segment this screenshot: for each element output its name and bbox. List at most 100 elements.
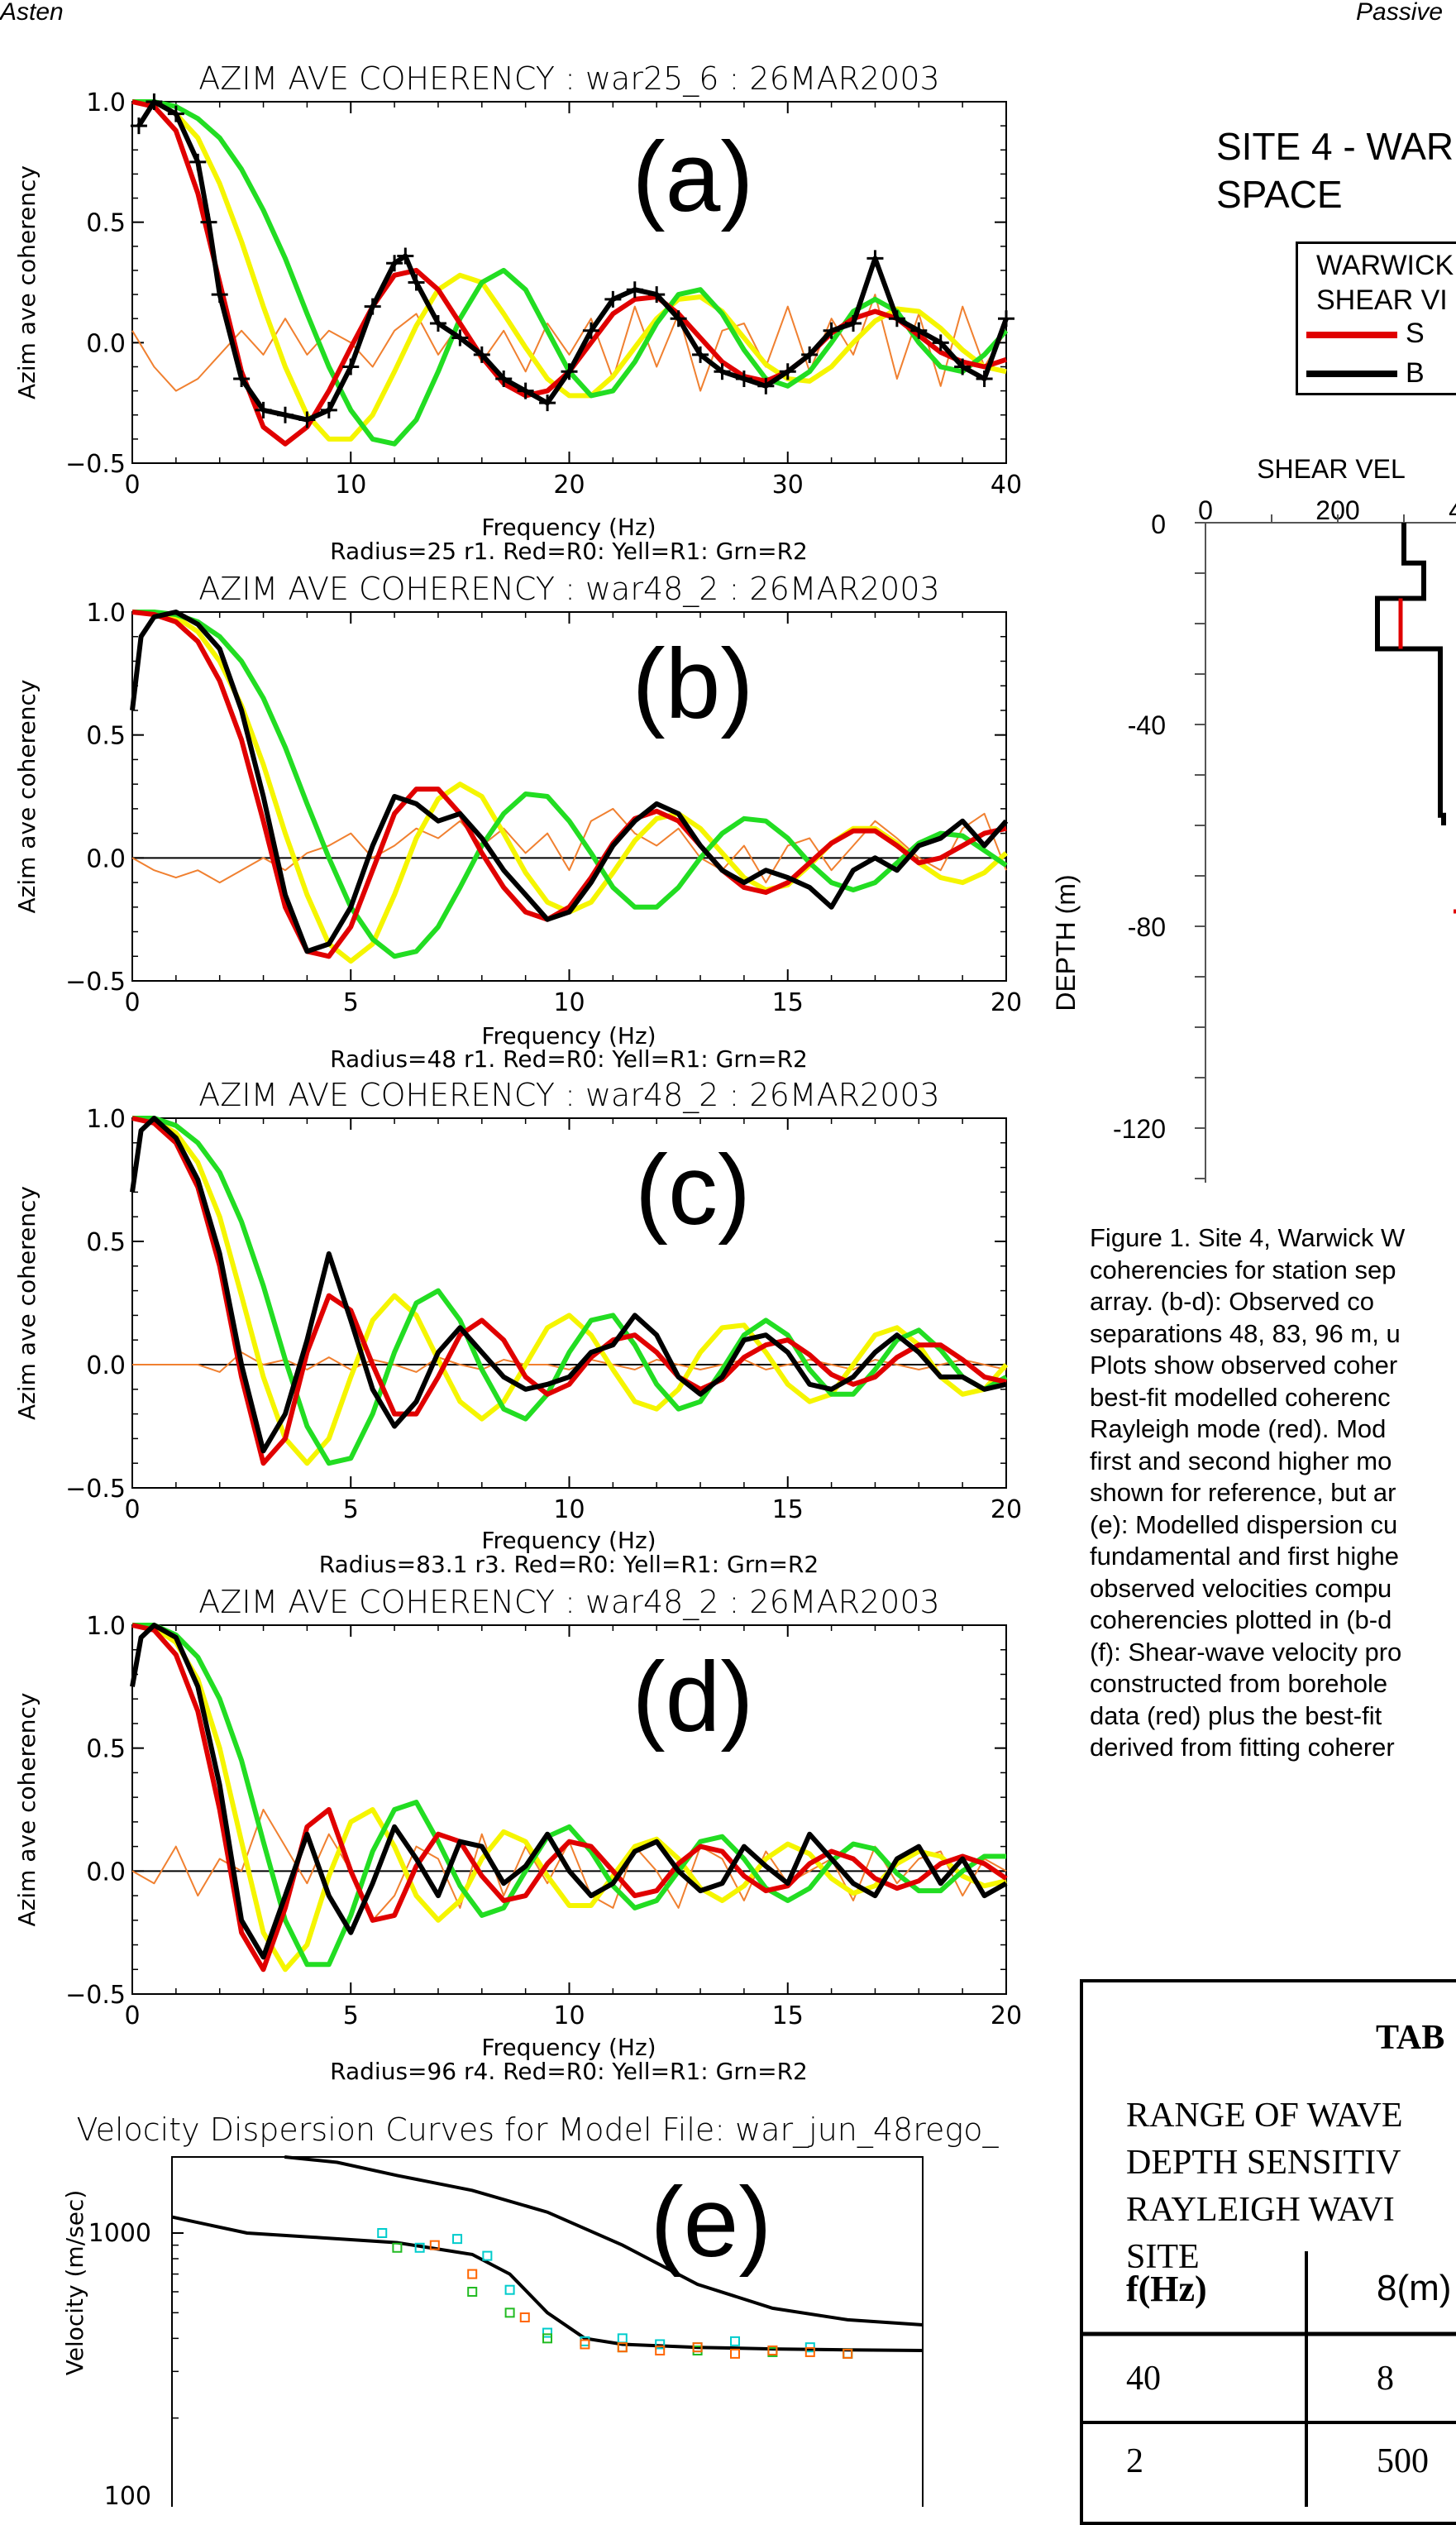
data-point-marker — [233, 371, 251, 388]
observed-velocity-point — [617, 2333, 628, 2344]
caption-line: shown for reference, but ar — [1090, 1478, 1396, 1507]
x-tick-label: 5 — [343, 2001, 359, 2030]
header-right: Passive — [1356, 0, 1444, 26]
panel-b-subtitle: Radius=48 r1. Red=R0: Yell=R1: Grn=R2 — [330, 1045, 808, 1073]
data-point-marker — [561, 363, 578, 380]
x-tick-label: 20 — [991, 2001, 1022, 2030]
data-point-marker — [364, 298, 381, 315]
panel-c-frame — [131, 1117, 1007, 1489]
panel-a-xlabel: Frequency (Hz) — [481, 514, 656, 541]
observed-velocity-point — [414, 2242, 425, 2253]
panel-b: AZIM AVE COHERENCY : war48_2 : 26MAR2003… — [13, 571, 1022, 1073]
data-point-marker — [648, 286, 666, 304]
profile-borehole-line — [1375, 523, 1446, 825]
series-line — [131, 610, 1007, 959]
panel-b-title: AZIM AVE COHERENCY : war48_2 : 26MAR2003 — [198, 571, 939, 608]
series-line — [130, 610, 1009, 954]
panel-d-xlabel: Frequency (Hz) — [481, 2034, 656, 2061]
data-point-marker — [779, 363, 796, 380]
data-point-marker — [167, 105, 184, 122]
x-tick-label: 10 — [553, 1495, 585, 1524]
observed-velocity-point — [467, 2286, 478, 2297]
panel-a-label: (a) — [633, 122, 754, 232]
profile-xtick-4: 4 — [1449, 495, 1456, 525]
observed-velocity-point — [467, 2269, 478, 2279]
legend-line1: WARWICK — [1316, 250, 1454, 281]
caption-line: best-fit modelled coherenc — [1090, 1382, 1391, 1412]
observed-velocity-point — [617, 2342, 628, 2353]
caption-line: coherencies plotted in (b-d — [1090, 1605, 1392, 1634]
observed-velocity-point — [580, 2339, 590, 2350]
data-point-marker — [735, 371, 752, 388]
observed-velocity-point — [482, 2250, 493, 2261]
panel-b-ylabel: Azim ave coherency — [13, 680, 41, 914]
y-tick-label: 1.0 — [86, 1612, 126, 1641]
observed-velocity-point — [767, 2345, 778, 2355]
table-title: TAB — [1376, 2019, 1445, 2057]
profile-ytick-40: -40 — [1128, 710, 1166, 740]
y-tick-label: 1.0 — [86, 88, 126, 117]
series-line — [131, 1623, 1008, 1973]
caption-line: data (red) plus the best-fit — [1090, 1700, 1382, 1730]
caption-line: Figure 1. Site 4, Warwick W — [1090, 1223, 1406, 1252]
caption-line: observed velocities compu — [1090, 1573, 1392, 1603]
series-line — [131, 1116, 1009, 1466]
observed-velocity-point — [504, 2307, 515, 2318]
data-point-marker — [255, 401, 272, 418]
data-point-marker — [757, 377, 775, 395]
caption-line: first and second higher mo — [1090, 1446, 1392, 1475]
caption-line: (f): Shear-wave velocity pro — [1090, 1637, 1402, 1667]
data-point-marker — [320, 401, 337, 418]
data-point-marker — [714, 363, 731, 380]
x-tick-label: 30 — [772, 471, 804, 500]
data-point-marker — [888, 310, 905, 328]
panel-e-title: Velocity Dispersion Curves for Model Fil… — [77, 2111, 1000, 2149]
panel-d: AZIM AVE COHERENCY : war48_2 : 26MAR2003… — [13, 1584, 1022, 2085]
x-tick-label: 5 — [343, 988, 359, 1017]
y-tick-label: −0.5 — [65, 968, 126, 997]
observed-velocity-point — [542, 2333, 552, 2344]
data-point-marker — [866, 250, 884, 267]
caption-line: separations 48, 83, 96 m, u — [1090, 1318, 1401, 1348]
panel-e-label: (e) — [651, 2167, 772, 2278]
series-line — [131, 1116, 1007, 1466]
table-cell-r2c2: 500 — [1377, 2442, 1429, 2480]
x-tick-label: 0 — [124, 988, 140, 1017]
data-point-marker — [692, 346, 709, 363]
panel-e-ytick-1000: 1000 — [88, 2219, 151, 2248]
table-header-freq: f(Hz) — [1126, 2269, 1207, 2309]
profile-ytick-120: -120 — [1113, 1114, 1166, 1144]
x-tick-label: 15 — [772, 988, 804, 1017]
panel-c-subtitle: Radius=83.1 r3. Red=R0: Yell=R1: Grn=R2 — [319, 1551, 819, 1578]
table-description-line: RAYLEIGH WAVI — [1126, 2191, 1395, 2229]
x-tick-label: 0 — [124, 2001, 140, 2030]
data-point-marker — [626, 281, 643, 299]
caption-line: coherencies for station sep — [1090, 1255, 1396, 1284]
data-point-marker — [451, 329, 469, 347]
table-description-line: DEPTH SENSITIV — [1126, 2144, 1401, 2182]
dispersion-curve-upper — [284, 2155, 924, 2327]
profile-legend — [1296, 242, 1456, 395]
data-point-marker — [130, 117, 147, 135]
panel-c-label: (c) — [635, 1135, 751, 1246]
data-point-marker — [604, 290, 622, 308]
caption-line: array. (b-d): Observed co — [1090, 1287, 1374, 1316]
panel-e-frame — [171, 2156, 924, 2507]
y-tick-label: 1.0 — [86, 1105, 126, 1134]
data-point-marker — [276, 406, 294, 423]
table-cell-r2c1: 2 — [1126, 2442, 1143, 2480]
table-description-line: RANGE OF WAVE — [1126, 2097, 1403, 2135]
header-left: Asten — [0, 0, 64, 26]
panel-c: AZIM AVE COHERENCY : war48_2 : 26MAR2003… — [13, 1077, 1022, 1578]
panel-d-label: (d) — [633, 1642, 754, 1753]
series-line — [132, 610, 1008, 959]
observed-velocity-point — [504, 2284, 515, 2295]
data-point-marker — [397, 247, 414, 265]
observed-velocity-point — [655, 2339, 666, 2350]
y-tick-label: −0.5 — [65, 1981, 126, 2010]
profile-title-line1: SITE 4 - WAR — [1216, 125, 1454, 168]
y-tick-label: 0.5 — [86, 209, 126, 238]
panel-b-label: (b) — [633, 629, 754, 739]
y-tick-label: 0.5 — [86, 1735, 126, 1764]
